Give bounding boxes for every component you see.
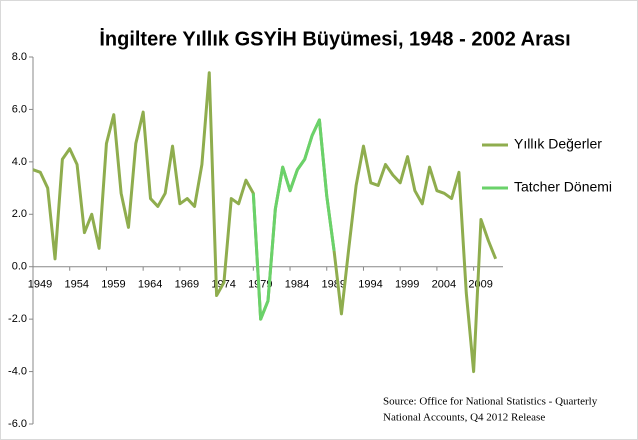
- x-tick-label: 1994: [358, 279, 382, 291]
- y-tick-label: 4.0: [12, 156, 27, 168]
- y-tick-label: 2.0: [12, 208, 27, 220]
- source-note: Source: Office for National Statistics -…: [383, 396, 598, 408]
- x-tick-label: 2004: [432, 279, 456, 291]
- x-tick-label: 1969: [175, 279, 199, 291]
- x-tick-label: 2009: [468, 279, 492, 291]
- x-tick-label: 1979: [248, 279, 272, 291]
- y-tick-label: 6.0: [12, 103, 27, 115]
- x-tick-label: 1984: [285, 279, 309, 291]
- legend-label: Tatcher Dönemi: [514, 179, 612, 195]
- chart-title: İngiltere Yıllık GSYİH Büyümesi, 1948 - …: [99, 27, 570, 50]
- y-tick-label: 8.0: [12, 51, 27, 63]
- x-tick-label: 1999: [395, 279, 419, 291]
- y-tick-label: -6.0: [8, 418, 27, 430]
- x-tick-label: 1964: [138, 279, 162, 291]
- legend-label: Yıllık Değerler: [514, 136, 602, 152]
- source-note: National Accounts, Q4 2012 Release: [383, 412, 545, 424]
- x-tick-label: 1989: [322, 279, 346, 291]
- y-tick-label: 0.0: [12, 261, 27, 273]
- x-tick-label: 1954: [64, 279, 88, 291]
- y-tick-label: -4.0: [8, 365, 27, 377]
- x-tick-label: 1959: [101, 279, 125, 291]
- x-tick-label: 1949: [28, 279, 52, 291]
- series-line: [251, 118, 336, 321]
- y-tick-label: -2.0: [8, 313, 27, 325]
